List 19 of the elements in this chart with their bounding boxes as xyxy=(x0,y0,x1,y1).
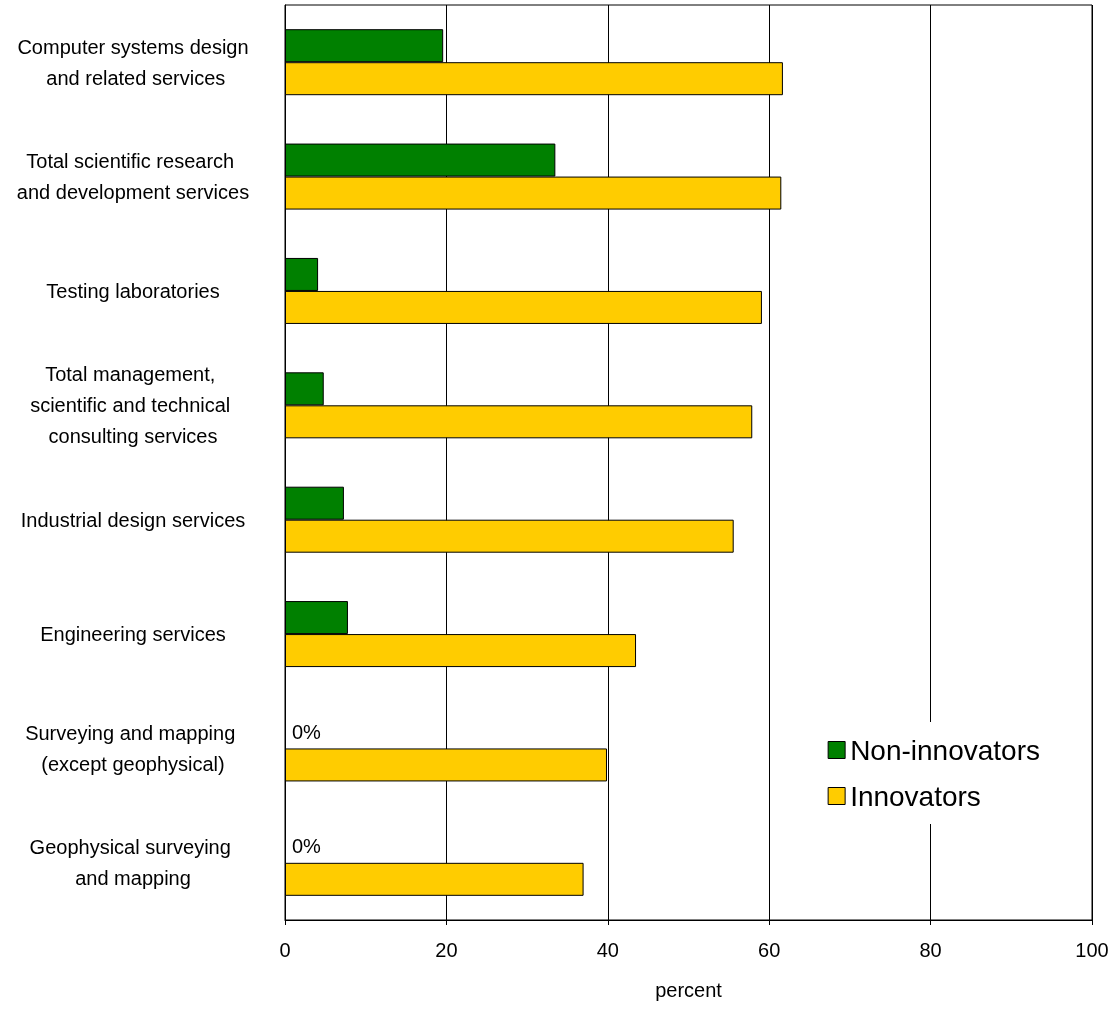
x-tick-label: 60 xyxy=(758,939,781,961)
y-tick-label: Total management, scientific and technical consulting services xyxy=(30,363,236,448)
y-tick-label: Testing laboratories xyxy=(46,279,220,302)
legend-label: Innovators xyxy=(850,780,981,812)
x-tick-label: 40 xyxy=(596,939,619,961)
legend-label: Non-innovators xyxy=(850,734,1040,766)
x-tick-label: 100 xyxy=(1075,939,1109,961)
y-tick-label: Computer systems design and related services xyxy=(17,35,249,89)
data-label: 0% xyxy=(292,835,322,858)
y-tick-label: Surveying and mapping (except geophysical) xyxy=(25,721,241,775)
y-tick-label: Geophysical surveying and mapping xyxy=(29,836,237,890)
x-tick-label: 80 xyxy=(919,939,942,961)
x-axis-title: percent xyxy=(655,979,723,1001)
y-tick-label: Engineering services xyxy=(40,623,226,646)
data-label: 0% xyxy=(292,720,322,743)
y-tick-label: Industrial design services xyxy=(20,508,246,531)
x-tick-label: 20 xyxy=(435,939,458,961)
x-tick-label: 0 xyxy=(279,939,291,961)
y-tick-label: Total scientific research and development services xyxy=(16,150,250,204)
